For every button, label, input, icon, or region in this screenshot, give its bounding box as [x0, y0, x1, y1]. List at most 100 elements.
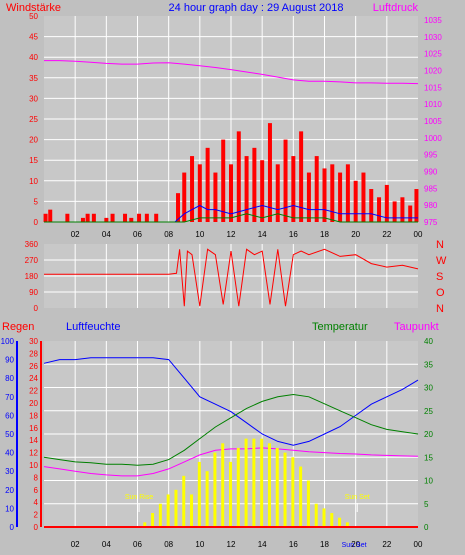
wind-bar [229, 164, 233, 222]
wind-bar [221, 139, 226, 222]
wind-bar [361, 172, 366, 222]
compass-label: N [436, 303, 444, 315]
y-tick-humidity: 90 [5, 356, 14, 365]
solar-bar [182, 475, 186, 527]
y-tick-rain: 0 [34, 523, 39, 532]
wind-bar [408, 205, 413, 222]
y-tick-right: 1010 [424, 100, 442, 109]
sun-set-axis-label: Sun Set [342, 542, 367, 549]
y-tick-left: 50 [29, 12, 38, 21]
y-tick-right: 990 [424, 168, 438, 177]
x-tick: 06 [133, 540, 142, 549]
y-tick-left: 270 [25, 256, 39, 265]
wind-bar [205, 147, 210, 222]
wind-bar [182, 172, 187, 222]
solar-bar [283, 452, 287, 527]
y-tick-humidity: 60 [5, 411, 14, 420]
x-tick: 18 [320, 230, 329, 239]
solar-bar [299, 466, 303, 527]
wind-bar [414, 189, 419, 222]
y-tick-temperature: 25 [424, 407, 433, 416]
wind-bar [213, 172, 218, 222]
y-tick-left: 10 [29, 177, 38, 186]
sun-annotation: Sun Rise [125, 494, 154, 501]
wind-bar [85, 213, 90, 222]
y-tick-rain: 16 [29, 424, 38, 433]
series-luftdruck [44, 60, 419, 85]
wind-bar [123, 213, 128, 222]
solar-bar [338, 517, 342, 527]
wind-bar [384, 184, 389, 222]
y-tick-left: 180 [25, 272, 39, 281]
y-tick-right: 1025 [424, 50, 442, 59]
temperature-humidity-panel: 1009080706050403020100302826242220181614… [1, 337, 434, 549]
y-tick-left: 90 [29, 288, 38, 297]
solar-bar [330, 513, 334, 527]
x-tick: 08 [164, 230, 173, 239]
y-tick-rain: 10 [29, 461, 38, 470]
x-tick: 00 [414, 230, 423, 239]
solar-bar [158, 503, 162, 527]
solar-bar [314, 503, 318, 527]
wind-bar [110, 213, 115, 222]
solar-bar [229, 461, 232, 527]
solar-bar [252, 438, 256, 527]
series-luftfeuchte [43, 357, 419, 446]
y-tick-temperature: 15 [424, 453, 433, 462]
x-tick: 12 [227, 540, 236, 549]
x-tick: 02 [71, 230, 80, 239]
wind-bar [80, 217, 85, 222]
solar-bar [236, 447, 240, 527]
y-tick-right: 1020 [424, 67, 442, 76]
wind-bar [48, 209, 53, 222]
wind-bar [197, 164, 202, 222]
y-tick-right: 1000 [424, 134, 442, 143]
y-tick-left: 0 [34, 304, 39, 313]
sun-annotation: Sun Set [345, 494, 370, 501]
y-tick-rain: 4 [34, 498, 39, 507]
y-tick-temperature: 5 [424, 500, 429, 509]
y-tick-right: 1030 [424, 33, 442, 42]
y-tick-humidity: 30 [5, 467, 14, 476]
x-tick: 22 [382, 540, 391, 549]
wind-bar [91, 213, 96, 222]
y-tick-humidity: 80 [5, 374, 14, 383]
y-tick-left: 20 [29, 136, 38, 145]
wind-bar [154, 213, 159, 222]
solar-bar [143, 522, 147, 527]
wind-bar [306, 172, 311, 222]
y-tick-right: 1005 [424, 117, 442, 126]
y-tick-rain: 6 [34, 486, 39, 495]
y-tick-temperature: 30 [424, 384, 433, 393]
x-tick: 12 [227, 230, 236, 239]
series-wind-direction [44, 248, 419, 307]
wind-bar [338, 172, 343, 222]
y-tick-left: 45 [29, 33, 38, 42]
y-tick-rain: 8 [34, 473, 39, 482]
compass-label: S [436, 271, 443, 283]
solar-bar [213, 452, 217, 527]
y-tick-right: 975 [424, 218, 438, 227]
y-tick-humidity: 70 [5, 393, 14, 402]
solar-bar [221, 443, 225, 527]
solar-bar [322, 508, 326, 527]
rain-label: Regen [2, 321, 34, 333]
y-tick-humidity: 40 [5, 449, 14, 458]
wind-bar [291, 156, 296, 222]
solar-bar [291, 457, 295, 527]
solar-bar [345, 522, 349, 527]
y-tick-temperature: 20 [424, 430, 433, 439]
solar-bar [306, 480, 310, 527]
y-tick-rain: 24 [29, 374, 38, 383]
wind-bar [299, 131, 304, 222]
solar-bar [260, 438, 264, 527]
solar-bar [244, 438, 248, 527]
x-tick: 14 [258, 540, 267, 549]
x-tick: 06 [133, 230, 142, 239]
wind-bar [330, 164, 335, 222]
y-tick-right: 1015 [424, 83, 442, 92]
y-tick-left: 0 [34, 218, 39, 227]
wind-bar [377, 197, 382, 222]
